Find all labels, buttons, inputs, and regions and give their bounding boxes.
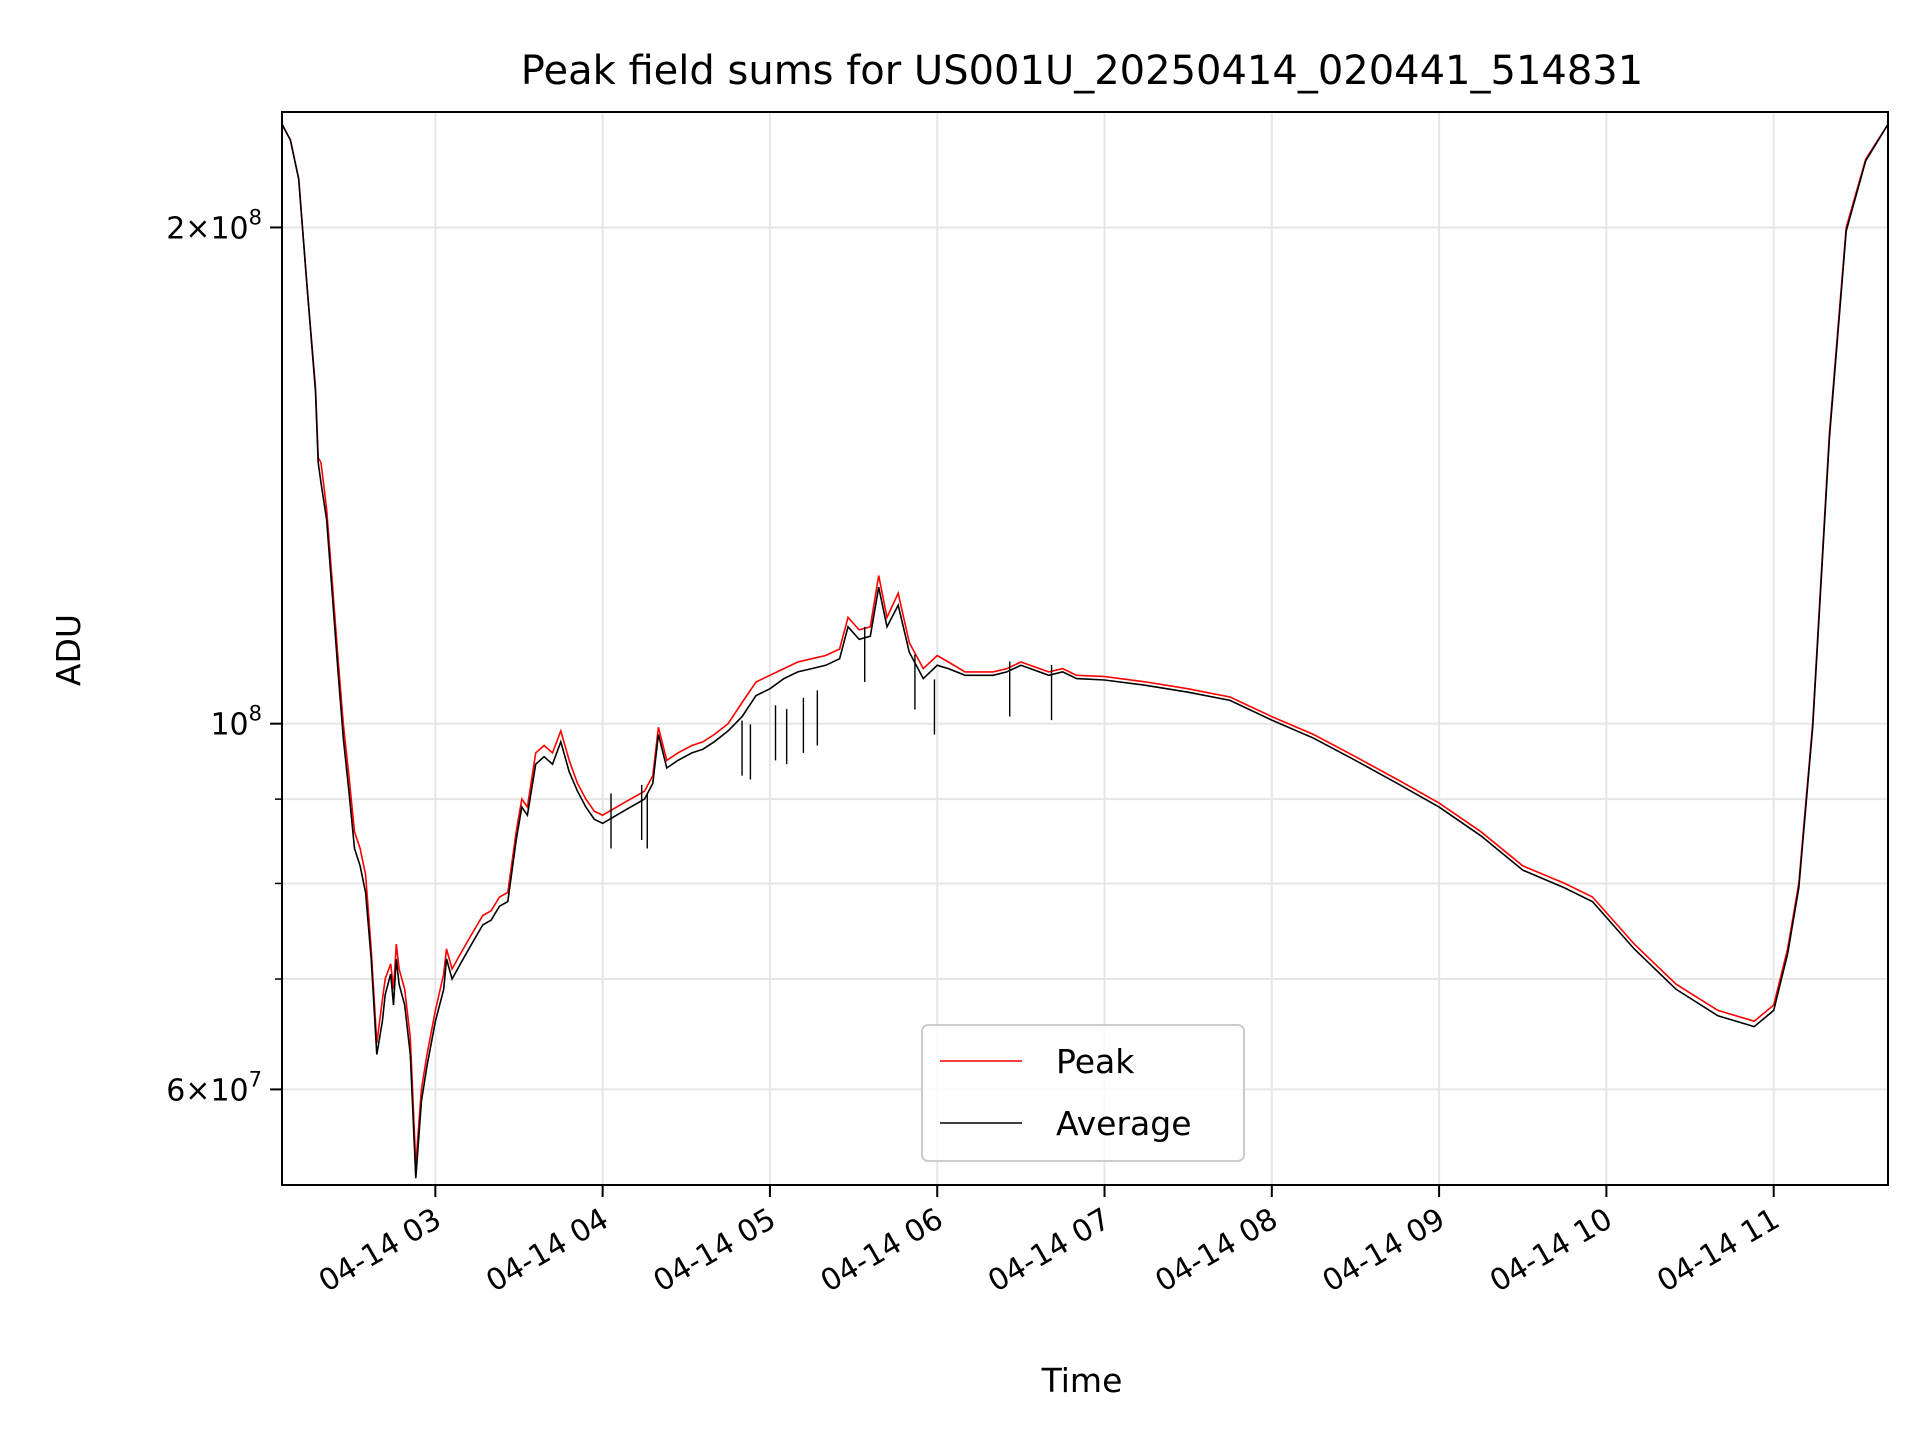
axes-frame — [281, 111, 1889, 1186]
y-tick-label: 108 — [210, 702, 262, 743]
legend-box — [921, 1024, 1245, 1162]
plot-area — [282, 123, 1888, 1179]
grid-lines — [282, 112, 1888, 1185]
legend-label-peak: Peak — [1056, 1042, 1135, 1081]
series-line-peak — [282, 123, 1888, 1165]
y-tick-label: 2×108 — [166, 205, 262, 246]
chart-title: Peak field sums for US001U_20250414_0204… — [521, 48, 1643, 94]
x-axis-label: Time — [1041, 1361, 1123, 1400]
series-line-average — [282, 123, 1888, 1179]
y-axis-label: ADU — [49, 614, 88, 686]
legend: Peak Average — [921, 1024, 1245, 1162]
legend-label-average: Average — [1056, 1104, 1192, 1143]
y-tick-label: 6×107 — [166, 1067, 262, 1108]
